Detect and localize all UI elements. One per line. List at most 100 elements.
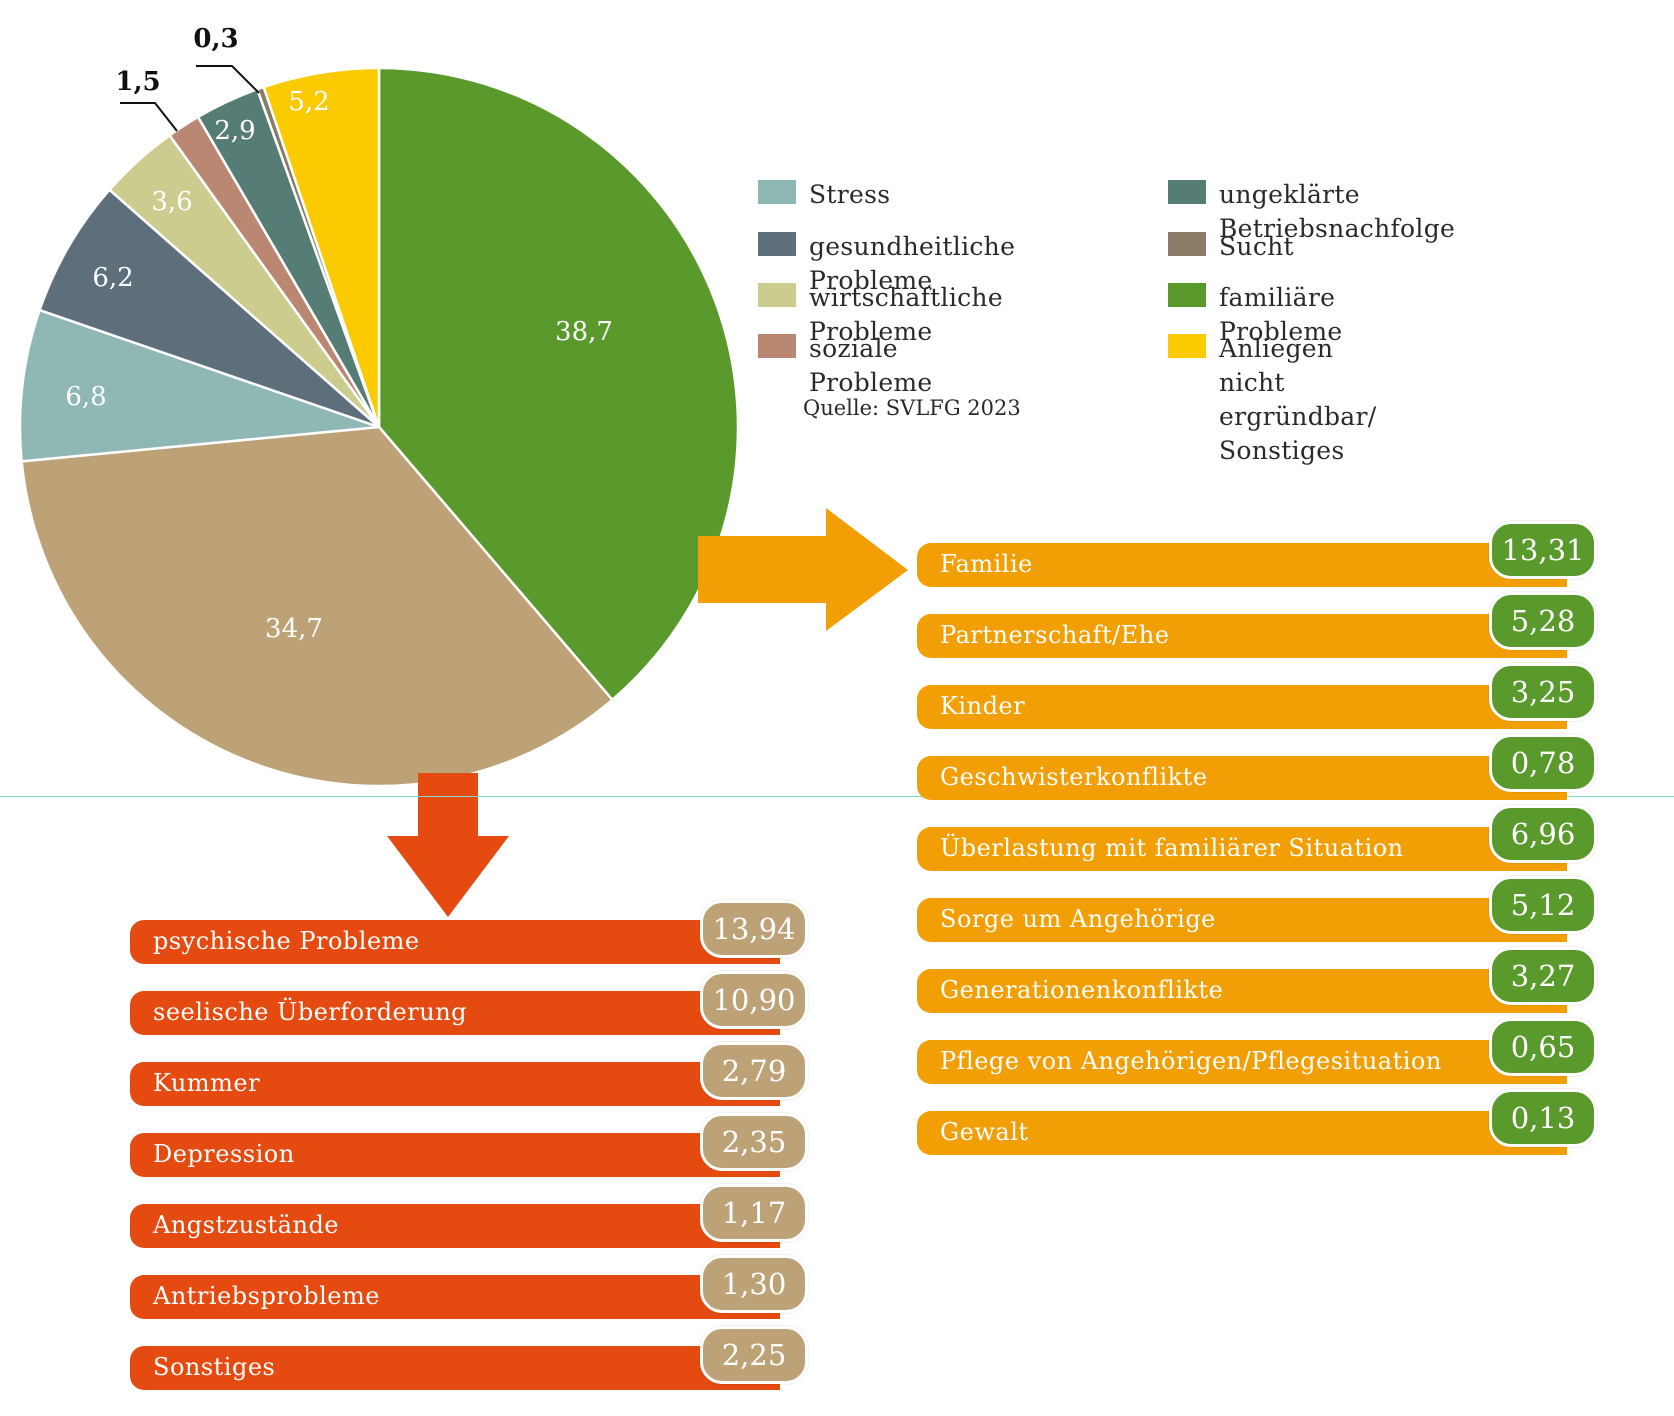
bar-label: Antriebsprobleme	[153, 1282, 380, 1310]
pie-slice	[377, 66, 740, 702]
bar-label: Sorge um Angehörige	[940, 905, 1216, 933]
legend-item-anliegen: Anliegen nicht ergründbar/ Sonstiges	[1168, 332, 1376, 468]
bar	[917, 685, 1567, 729]
bar	[917, 614, 1567, 658]
legend-label: Stress	[809, 180, 891, 209]
legend-label: ungeklärte Betriebsnachfolge	[1219, 180, 1456, 243]
legend-item-gesundheitlich: gesundheitliche Probleme	[758, 230, 1015, 298]
value-pill: 5,28	[1489, 592, 1597, 650]
pie-value-label: 1,5	[115, 67, 160, 97]
bar	[130, 991, 780, 1035]
bar	[917, 1040, 1567, 1084]
pie-value-label: 0,3	[193, 24, 238, 54]
legend-label: wirtschaftliche Probleme	[809, 283, 1003, 346]
bar	[917, 756, 1567, 800]
bar-label: Gewalt	[940, 1118, 1029, 1146]
pie-value-labels: 38,7 34,7 6,8 6,2 3,6 1,5 2,9 0,3 5,2	[65, 24, 613, 644]
legend-swatch	[758, 334, 796, 358]
legend-label: gesundheitliche Probleme	[809, 232, 1016, 295]
pie-value-label: 38,7	[555, 317, 613, 347]
pie-value-label: 34,7	[265, 614, 323, 644]
bar-row: Sorge um Angehörige 5,12	[917, 876, 1627, 942]
bar-label: Sonstiges	[153, 1353, 276, 1381]
legend-item-sucht: Sucht	[1168, 230, 1294, 264]
legend-item-betriebsnachfolge: ungeklärte Betriebsnachfolge	[1168, 178, 1455, 246]
bar	[130, 1062, 780, 1106]
legend-swatch	[1168, 334, 1206, 358]
source-note: Quelle: SVLFG 2023	[803, 396, 1021, 420]
bar	[917, 898, 1567, 942]
value-pill: 2,35	[700, 1113, 808, 1171]
pie-leader-line	[120, 102, 178, 132]
value-pill: 2,25	[700, 1326, 808, 1384]
pie-slice	[20, 425, 615, 788]
bar-label: Generationenkonflikte	[940, 976, 1224, 1004]
value-pill: 3,27	[1489, 947, 1597, 1005]
bar	[130, 1133, 780, 1177]
bar	[130, 920, 780, 964]
pie-slice	[262, 66, 381, 428]
legend-swatch	[1168, 283, 1206, 307]
legend-swatch	[758, 232, 796, 256]
bar-row: Kummer 2,79	[130, 1042, 840, 1106]
bar-label: Pflege von Angehörigen/Pflegesituation	[940, 1047, 1442, 1075]
bar-row: Gewalt 0,13	[917, 1089, 1627, 1155]
right-arrow	[698, 508, 908, 631]
value-pill: 0,13	[1489, 1089, 1597, 1147]
value-pill: 10,90	[700, 971, 808, 1029]
legend-label: soziale Probleme	[809, 334, 933, 397]
legend-label: familiäre Probleme	[1219, 283, 1343, 346]
value-pill: 13,94	[700, 900, 808, 958]
bar-label: Geschwisterkonflikte	[940, 763, 1208, 791]
pie-value-label: 2,9	[214, 116, 255, 146]
pie-slices	[18, 66, 740, 788]
value-pill: 2,79	[700, 1042, 808, 1100]
bar-label: Familie	[940, 550, 1033, 578]
bar-label: seelische Überforderung	[153, 998, 468, 1026]
value-pill: 1,30	[700, 1255, 808, 1313]
legend-label: Anliegen nicht ergründbar/ Sonstiges	[1219, 334, 1377, 465]
bar-row: Generationenkonflikte 3,27	[917, 947, 1627, 1013]
legend-item-wirtschaftlich: wirtschaftliche Probleme	[758, 281, 1003, 349]
bar-row: Kinder 3,25	[917, 663, 1627, 729]
bar-row: seelische Überforderung 10,90	[130, 971, 840, 1035]
bar-row: Antriebsprobleme 1,30	[130, 1255, 840, 1319]
bar-row: Depression 2,35	[130, 1113, 840, 1177]
bar-row: Pflege von Angehörigen/Pflegesituation 0,…	[917, 1018, 1627, 1084]
pie-leader-line	[196, 65, 260, 94]
legend-swatch	[758, 283, 796, 307]
bar-label: psychische Probleme	[153, 927, 420, 955]
pie-value-label: 6,8	[65, 382, 106, 412]
value-pill: 0,65	[1489, 1018, 1597, 1076]
bar-label: Kummer	[153, 1069, 261, 1097]
bar-row: Familie 13,31	[917, 521, 1627, 587]
value-pill: 6,96	[1489, 805, 1597, 863]
bar-label: Angstzustände	[153, 1211, 340, 1239]
bar-label: Kinder	[940, 692, 1026, 720]
bar-row: Angstzustände 1,17	[130, 1184, 840, 1248]
value-pill: 5,12	[1489, 876, 1597, 934]
legend-swatch	[1168, 180, 1206, 204]
legend-item-familiaer: familiäre Probleme	[1168, 281, 1343, 349]
pie-leader-lines	[120, 65, 260, 132]
bar	[130, 1346, 780, 1390]
pie-value-label: 6,2	[92, 263, 133, 293]
value-pill: 0,78	[1489, 734, 1597, 792]
guide-line	[0, 796, 1674, 797]
bar	[917, 827, 1567, 871]
bar	[917, 969, 1567, 1013]
bar	[917, 1111, 1567, 1155]
bar-row: Sonstiges 2,25	[130, 1326, 840, 1390]
down-arrow	[387, 773, 509, 917]
value-pill: 1,17	[700, 1184, 808, 1242]
bar-label: Depression	[153, 1140, 295, 1168]
legend-swatch	[1168, 232, 1206, 256]
pie-value-label: 5,2	[288, 87, 329, 117]
pie-value-label: 3,6	[151, 187, 192, 217]
value-pill: 13,31	[1489, 521, 1597, 579]
bar	[130, 1275, 780, 1319]
bar-label: Überlastung mit familiärer Situation	[940, 834, 1404, 862]
bar-row: Überlastung mit familiärer Situation 6,96	[917, 805, 1627, 871]
legend-label: Sucht	[1219, 232, 1294, 261]
